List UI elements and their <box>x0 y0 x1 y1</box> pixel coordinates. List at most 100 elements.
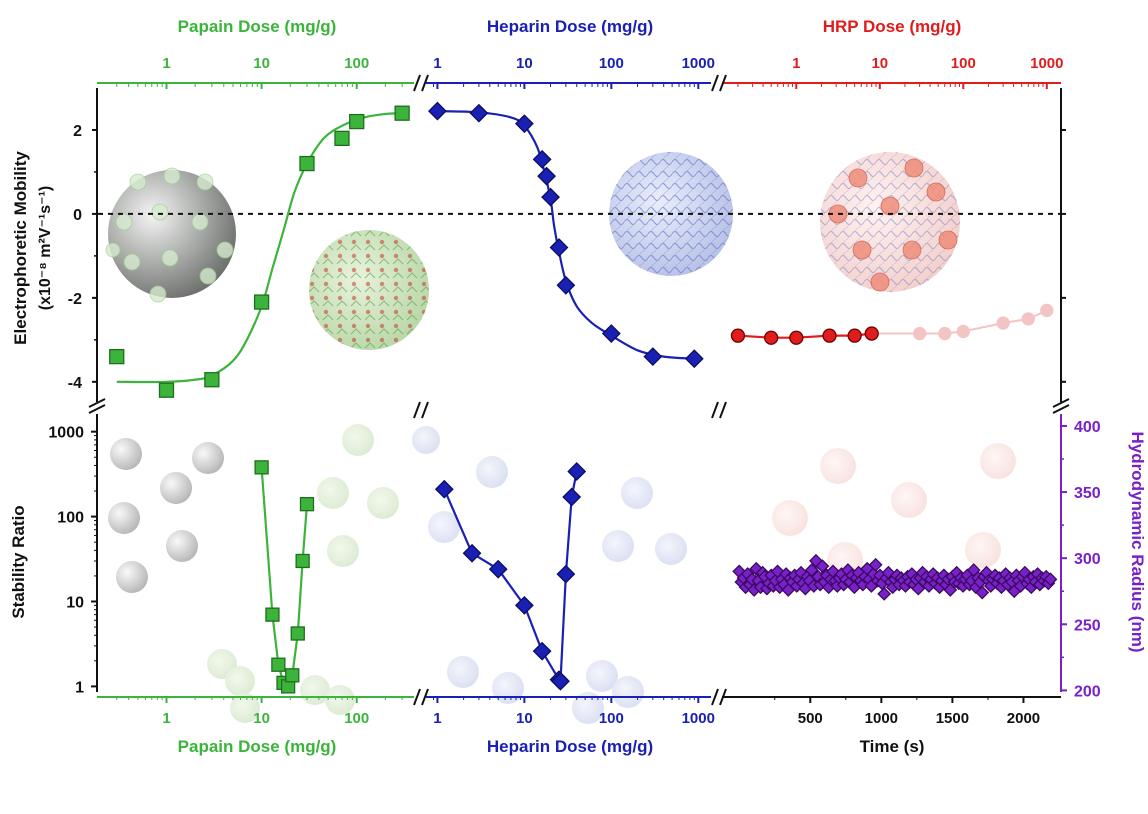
point-heparin <box>514 114 534 134</box>
label-layer: -4 -2 0 2 1 10 100 Papain Dose (mg/g) 1 10 100 1000… <box>9 17 1147 756</box>
top-xtick-label: 100 <box>344 55 369 72</box>
bottom-xtick-label: 1 <box>433 710 441 727</box>
hrp-faded-point <box>1040 303 1054 318</box>
point-stability-papain <box>254 460 269 475</box>
top-xtick-label: 1 <box>162 55 170 72</box>
top-axis-break-2-a <box>711 74 719 92</box>
point-hrp <box>764 330 779 345</box>
data-layer <box>109 101 1058 694</box>
point-stability-papain <box>290 626 305 641</box>
papain-coated-particle-illustration <box>309 230 429 350</box>
stability-line-heparin-2 <box>559 471 578 682</box>
point-radius <box>877 586 892 601</box>
right-y-axis-title: Hydrodynamic Radius (nm) <box>1128 431 1147 652</box>
top-ytick-label: 0 <box>73 207 82 224</box>
right-ytick-label: 250 <box>1074 617 1101 634</box>
bottom-axis-title-radius: Time (s) <box>860 737 925 756</box>
right-axis-break-b <box>1052 404 1070 414</box>
bottom-xtick-label: 2000 <box>1007 710 1040 727</box>
bottom-xtick-label: 1500 <box>936 710 969 727</box>
bottom-y-axis-title: Stability Ratio <box>9 505 28 618</box>
point-heparin <box>532 149 552 169</box>
point-radius <box>975 585 990 600</box>
point-radius <box>911 581 926 596</box>
point-papain <box>394 105 410 121</box>
point-heparin <box>537 166 556 186</box>
point-stability-heparin <box>462 543 482 563</box>
point-stability-heparin <box>434 479 454 499</box>
point-hrp <box>822 328 837 343</box>
top-xtick-label: 100 <box>951 55 976 72</box>
point-heparin <box>469 103 489 123</box>
bottom-xtick-label: 100 <box>344 710 369 727</box>
bottom-xtick-label: 500 <box>798 710 823 727</box>
point-papain <box>299 155 315 172</box>
point-stability-papain <box>295 553 310 569</box>
stability-line-papain-2 <box>287 504 309 687</box>
point-radius <box>868 557 883 572</box>
point-papain <box>204 372 220 388</box>
top-ytick-label: 2 <box>73 123 82 140</box>
point-stability-heparin <box>514 595 534 615</box>
top-axis-break-1-b <box>421 74 429 92</box>
right-axis-break-a <box>1052 398 1070 408</box>
left-axis-break-b <box>88 404 106 414</box>
top-xtick-label: 1000 <box>682 55 715 72</box>
hrp-faded-point <box>912 326 927 341</box>
point-papain <box>349 113 365 130</box>
mid-break-2-b <box>719 401 727 419</box>
mid-break-1-b <box>421 401 429 419</box>
bottom-ytick-label: 10 <box>66 594 84 611</box>
point-radius <box>804 563 819 577</box>
top-axis-break-1-a <box>413 74 421 92</box>
bare-particle-illustration <box>105 167 236 303</box>
point-stability-heparin <box>556 564 576 584</box>
top-y-axis-title-line2: (x10⁻⁸ m²V⁻¹s⁻¹) <box>37 186 54 310</box>
point-hrp <box>730 328 746 343</box>
point-heparin <box>428 101 447 121</box>
point-heparin <box>643 347 663 367</box>
point-hrp <box>864 326 879 341</box>
left-axis-break-a <box>88 398 106 408</box>
bottom-xtick-label: 1000 <box>682 710 715 727</box>
bottom-axis-break-1-a <box>413 688 421 706</box>
top-axis-title-hrp: HRP Dose (mg/g) <box>823 17 962 36</box>
top-xtick-label: 100 <box>599 55 624 72</box>
stability-line-papain-1 <box>260 467 289 688</box>
top-xtick-label: 10 <box>871 55 888 72</box>
top-xtick-label: 1 <box>792 55 800 72</box>
right-ytick-label: 350 <box>1074 485 1101 502</box>
top-y-axis-title-line1: Electrophoretic Mobility <box>11 151 30 345</box>
point-stability-heparin <box>562 487 582 507</box>
particle-illustrations <box>105 152 1016 724</box>
hrp-faded-point <box>996 316 1010 330</box>
top-axis-break-2-b <box>719 74 727 92</box>
point-heparin <box>556 275 576 295</box>
point-stability-heparin <box>567 462 587 481</box>
bottom-papain-particles <box>108 424 399 723</box>
top-ytick-label: -4 <box>68 375 82 392</box>
point-papain <box>334 130 350 147</box>
top-ytick-label: -2 <box>68 291 82 308</box>
point-stability-papain <box>265 607 280 622</box>
hrp-coated-particle-illustration <box>820 152 960 292</box>
point-heparin <box>549 238 569 257</box>
bottom-xtick-label: 1000 <box>865 710 898 727</box>
top-axis-title-papain: Papain Dose (mg/g) <box>178 17 337 36</box>
hrp-faded-point <box>938 326 952 341</box>
point-stability-papain <box>285 668 300 683</box>
point-heparin <box>684 349 704 369</box>
bottom-ytick-label: 1000 <box>48 425 84 442</box>
axes-layer <box>88 74 1070 706</box>
point-stability-papain <box>299 497 315 512</box>
bottom-axis-title-heparin: Heparin Dose (mg/g) <box>487 737 653 756</box>
mid-break-1-a <box>413 401 421 419</box>
top-axis-title-heparin: Heparin Dose (mg/g) <box>487 17 653 36</box>
point-radius <box>815 559 830 574</box>
right-ytick-label: 300 <box>1074 551 1101 568</box>
top-xtick-label: 1 <box>433 55 441 72</box>
top-xtick-label: 1000 <box>1030 55 1063 72</box>
point-stability-heparin <box>551 671 570 691</box>
point-radius <box>809 553 823 568</box>
